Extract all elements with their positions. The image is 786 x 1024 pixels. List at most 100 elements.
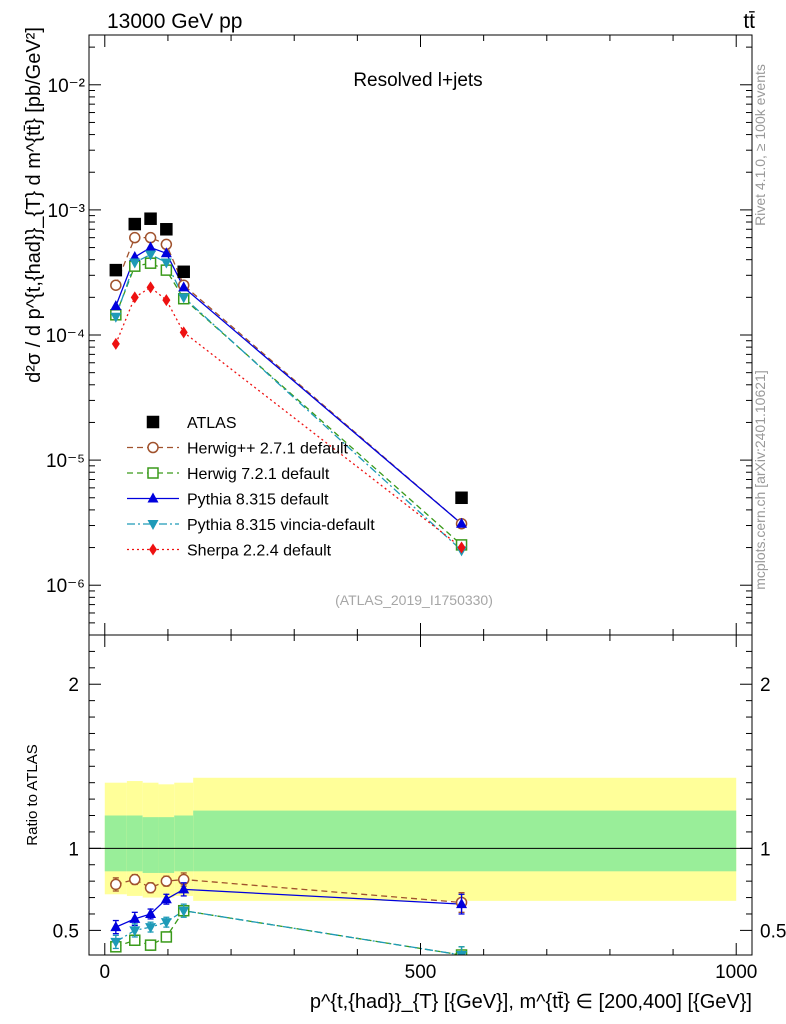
main-point-pythia-8-315-vincia-default-0 xyxy=(110,312,122,323)
ratio-uncertainty-bands xyxy=(104,777,737,901)
ratio-inner-band-1 xyxy=(126,815,143,872)
legend-label-herwig-2-7-1-default: Herwig++ 2.7.1 default xyxy=(187,441,349,458)
legend-label-herwig-7-2-1-default: Herwig 7.2.1 default xyxy=(187,466,330,483)
main-point-sherpa-2-2-4-default-2 xyxy=(146,281,155,294)
ratio-y-tick-label-2: 2 xyxy=(68,675,79,696)
ratio-point-herwig-7-2-1-default-3 xyxy=(160,931,173,943)
main-axes: 10⁻⁶ 10⁻⁵ 10⁻⁴ 10⁻³ 10⁻² xyxy=(46,35,752,636)
ratio-point-pythia-8-315-vincia-default-2 xyxy=(145,923,157,934)
x-axis-label: p^{t,{had}}_{T} [{GeV}], m^{tt̄} ∈ [200,… xyxy=(310,991,752,1013)
ratio-point-herwig-2-7-1-default-1 xyxy=(129,873,141,886)
legend-marker-atlas xyxy=(146,415,160,429)
main-point-herwig-2-7-1-default-2 xyxy=(144,231,157,244)
main-point-atlas-5 xyxy=(455,491,468,505)
ratio-point-herwig-2-7-1-default-3 xyxy=(160,875,173,887)
main-y-tick-label-3: 10⁻³ xyxy=(48,201,86,222)
legend-label-pythia-8-315-default: Pythia 8.315 default xyxy=(187,492,329,509)
ratio-point-pythia-8-315-default-4 xyxy=(178,883,190,894)
legend-label-pythia-8-315-vincia-default: Pythia 8.315 vincia-default xyxy=(187,517,375,534)
analysis-watermark: (ATLAS_2019_I1750330) xyxy=(335,592,493,608)
mcplots-label: mcplots.cern.ch [arXiv:2401.10621] xyxy=(752,370,768,589)
main-y-tick-label-2: 10⁻⁴ xyxy=(46,326,85,347)
main-point-atlas-2 xyxy=(144,212,157,225)
ratio-point-herwig-2-7-1-default-2 xyxy=(144,881,157,894)
ratio-line-pythia-8-315-vincia-default xyxy=(115,910,462,955)
rivet-label: Rivet 4.1.0, ≥ 100k events xyxy=(752,64,768,226)
main-point-pythia-8-315-default-4 xyxy=(178,281,190,292)
ratio-point-pythia-8-315-vincia-default-5 xyxy=(456,951,468,955)
main-point-sherpa-2-2-4-default-3 xyxy=(162,294,171,307)
main-point-herwig-2-7-1-default-1 xyxy=(129,231,141,244)
main-point-pythia-8-315-default-0 xyxy=(110,300,122,311)
main-point-atlas-1 xyxy=(128,217,142,231)
main-series-markers xyxy=(109,212,468,557)
ratio-line-herwig-7-2-1-default xyxy=(115,909,462,955)
ratio-point-herwig-7-2-1-default-2 xyxy=(144,939,157,951)
main-y-tick-label-0: 10⁻⁶ xyxy=(46,576,85,597)
ratio-y-tick-label-right-1: 1 xyxy=(760,839,771,860)
x-tick-label-1: 500 xyxy=(405,962,437,983)
ratio-point-pythia-8-315-vincia-default-1 xyxy=(129,926,141,937)
legend-marker-herwig-2-7-1-default xyxy=(147,441,159,454)
ratio-point-pythia-8-315-vincia-default-3 xyxy=(160,918,172,929)
ratio-inner-band-5 xyxy=(193,810,737,872)
main-line-sherpa-2-2-4-default xyxy=(115,286,462,549)
ratio-inner-band-0 xyxy=(104,815,127,872)
ratio-line-herwig-2-7-1-default xyxy=(115,878,462,904)
main-point-pythia-8-315-vincia-default-4 xyxy=(178,293,190,304)
ratio-point-pythia-8-315-default-2 xyxy=(145,907,157,918)
legend-marker-herwig-7-2-1-default xyxy=(147,467,159,479)
main-point-pythia-8-315-vincia-default-2 xyxy=(145,250,157,261)
main-point-sherpa-2-2-4-default-1 xyxy=(130,291,139,304)
main-point-atlas-0 xyxy=(109,263,123,277)
legend-marker-pythia-8-315-default xyxy=(147,492,159,503)
ratio-point-pythia-8-315-vincia-default-4 xyxy=(178,906,190,917)
main-point-pythia-8-315-default-3 xyxy=(160,247,172,258)
main-line-pythia-8-315-vincia-default xyxy=(115,253,462,551)
legend: ATLAS Herwig++ 2.7.1 default Herwig 7.2.1 … xyxy=(127,415,375,560)
legend-label-sherpa-2-2-4-default: Sherpa 2.2.4 default xyxy=(187,543,332,560)
x-tick-label-2: 1000 xyxy=(715,962,757,983)
ratio-point-pythia-8-315-default-3 xyxy=(160,893,172,904)
process-label: tt̄ xyxy=(743,10,755,33)
ratio-inner-band-3 xyxy=(158,817,175,873)
ratio-y-tick-label-1: 1 xyxy=(68,839,79,860)
main-line-herwig-2-7-1-default xyxy=(115,236,462,525)
ratio-y-tick-label-right-2: 2 xyxy=(760,675,771,696)
main-point-sherpa-2-2-4-default-0 xyxy=(111,337,120,350)
main-y-tick-label-1: 10⁻⁵ xyxy=(46,451,85,472)
ratio-point-pythia-8-315-vincia-default-0 xyxy=(110,937,122,948)
ratio-inner-band-2 xyxy=(142,817,159,873)
main-y-tick-label-4: 10⁻² xyxy=(48,76,86,97)
ratio-point-pythia-8-315-default-5 xyxy=(456,898,468,909)
ratio-y-tick-label-right-0: 0.5 xyxy=(760,921,786,942)
main-point-pythia-8-315-vincia-default-1 xyxy=(129,258,141,269)
main-point-atlas-4 xyxy=(177,265,190,279)
main-point-sherpa-2-2-4-default-4 xyxy=(179,326,188,339)
main-point-pythia-8-315-default-2 xyxy=(145,241,157,252)
ratio-point-herwig-2-7-1-default-0 xyxy=(110,878,122,891)
ratio-point-pythia-8-315-default-0 xyxy=(110,921,122,932)
ratio-y-axis-label: Ratio to ATLAS xyxy=(24,744,41,845)
ratio-inner-band-4 xyxy=(174,815,194,872)
main-y-axis-label: d²σ / d p^{t,{had}}_{T} d m^{tt̄} [pb/Ge… xyxy=(23,27,45,383)
main-point-herwig-2-7-1-default-0 xyxy=(110,279,122,291)
ratio-series-markers xyxy=(110,872,468,955)
energy-label: 13000 GeV pp xyxy=(107,10,242,33)
ratio-point-pythia-8-315-default-1 xyxy=(129,912,141,923)
x-tick-label-0: 0 xyxy=(99,962,110,983)
ratio-y-tick-label-0: 0.5 xyxy=(53,921,79,942)
main-title: Resolved l+jets xyxy=(353,70,482,91)
main-point-pythia-8-315-default-5 xyxy=(456,517,468,528)
legend-marker-pythia-8-315-vincia-default xyxy=(147,520,159,530)
legend-label-atlas: ATLAS xyxy=(187,415,237,432)
main-point-pythia-8-315-vincia-default-3 xyxy=(160,258,172,269)
main-series-lines xyxy=(115,236,462,551)
main-point-sherpa-2-2-4-default-5 xyxy=(457,541,466,554)
legend-marker-sherpa-2-2-4-default xyxy=(149,543,157,556)
main-point-atlas-3 xyxy=(160,223,173,236)
main-panel: 10⁻⁶ 10⁻⁵ 10⁻⁴ 10⁻³ 10⁻² Resolved l+jets (AT… xyxy=(23,27,753,636)
